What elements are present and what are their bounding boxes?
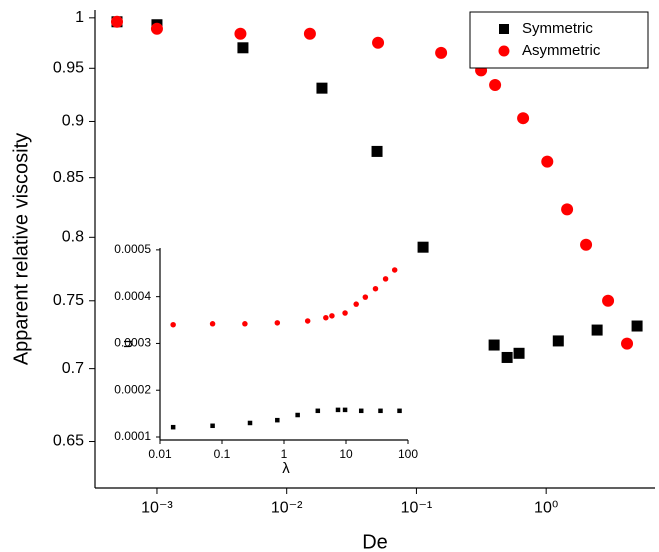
point	[316, 82, 328, 94]
point	[602, 294, 615, 307]
point	[435, 46, 448, 59]
y-tick-label: 0.75	[53, 292, 84, 309]
y-tick-label: 0.7	[62, 360, 84, 377]
point	[382, 276, 389, 282]
y-tick-label: 0.65	[53, 433, 84, 450]
inset-background	[160, 248, 408, 440]
y-tick-label: 0.0003	[114, 336, 151, 350]
x-tick-label: 1	[281, 447, 288, 461]
point	[150, 22, 163, 35]
point	[315, 408, 321, 414]
x-tick-label: 10⁻³	[141, 500, 173, 517]
point	[342, 310, 348, 316]
point	[371, 145, 383, 157]
point	[372, 36, 385, 49]
point	[561, 203, 574, 216]
point	[358, 408, 364, 414]
y-tick-label: 1	[75, 9, 84, 26]
legend-label: Symmetric	[522, 20, 593, 37]
y-tick-label: 0.0001	[114, 429, 151, 443]
y-tick-label: 0.0004	[114, 289, 151, 303]
legend-marker	[499, 24, 509, 34]
point	[303, 27, 316, 40]
legend-marker	[498, 45, 510, 57]
point	[209, 321, 216, 327]
x-tick-label: 0.1	[214, 447, 231, 461]
point	[488, 339, 500, 351]
point	[323, 314, 329, 321]
y-tick-label: 0.85	[53, 169, 84, 186]
point	[110, 15, 123, 28]
x-tick-label: 10⁰	[534, 500, 558, 517]
point	[513, 347, 525, 359]
point	[274, 320, 281, 326]
point	[234, 27, 247, 40]
point	[342, 407, 348, 413]
point	[242, 321, 248, 327]
point	[372, 285, 379, 292]
x-tick-label: 100	[398, 447, 418, 461]
point	[329, 313, 335, 319]
y-axis-label: u	[119, 340, 136, 348]
y-tick-label: 0.9	[62, 113, 84, 130]
point	[304, 318, 311, 324]
x-tick-label: 10	[339, 447, 353, 461]
point	[501, 351, 513, 363]
point	[591, 324, 603, 336]
y-tick-label: 0.0005	[114, 242, 151, 256]
point	[247, 420, 253, 426]
x-tick-label: 10⁻¹	[401, 500, 433, 517]
x-tick-label: 0.01	[148, 447, 172, 461]
point	[378, 408, 383, 414]
point	[580, 238, 593, 251]
y-tick-label: 0.0002	[114, 382, 151, 396]
x-axis-label: λ	[282, 460, 290, 477]
legend-label: Asymmetric	[522, 42, 601, 59]
point	[170, 424, 176, 430]
y-axis-label: Apparent relative viscosity	[10, 133, 32, 365]
point	[353, 301, 359, 307]
point	[210, 423, 215, 429]
x-axis-label: De	[362, 531, 388, 552]
point	[489, 78, 502, 91]
point	[275, 417, 280, 423]
point	[397, 408, 402, 414]
y-tick-label: 0.8	[62, 229, 84, 246]
point	[237, 42, 249, 54]
point	[335, 407, 341, 413]
point	[417, 241, 429, 253]
legend-box	[469, 11, 649, 69]
point	[517, 112, 530, 125]
y-tick-label: 0.95	[53, 60, 84, 77]
point	[552, 335, 564, 347]
point	[391, 267, 398, 273]
point	[541, 155, 554, 168]
point	[362, 294, 369, 300]
point	[295, 412, 300, 418]
point	[621, 337, 634, 350]
point	[170, 321, 176, 328]
x-tick-label: 10⁻²	[271, 500, 303, 517]
point	[631, 320, 643, 332]
